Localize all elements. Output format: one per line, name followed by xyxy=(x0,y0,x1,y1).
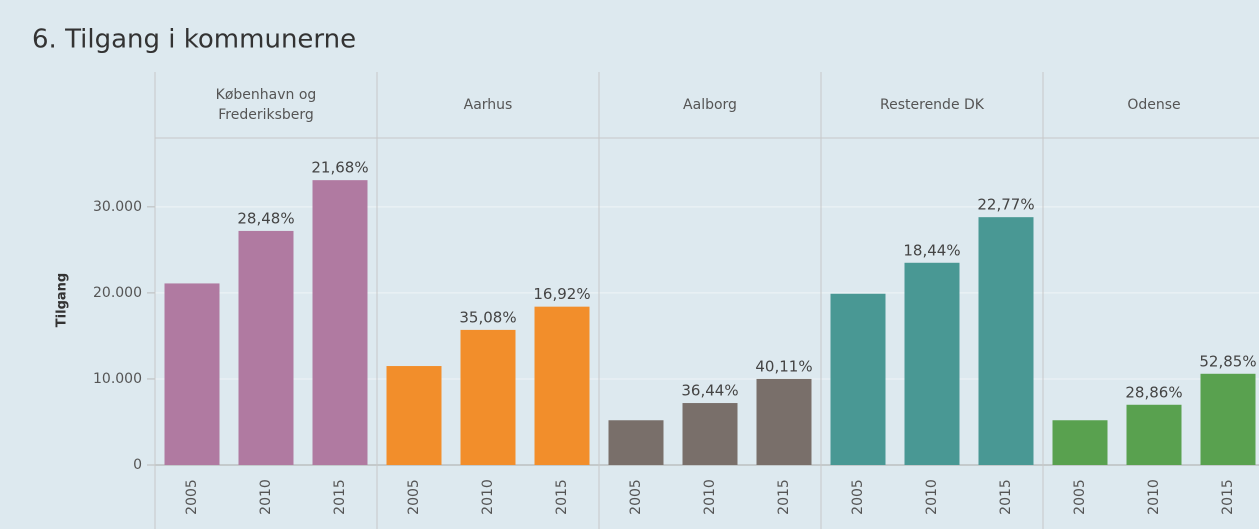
x-tick-label: 2010 xyxy=(924,479,940,515)
data-label: 28,48% xyxy=(237,209,294,227)
bar xyxy=(1052,420,1108,465)
data-label: 21,68% xyxy=(311,159,368,177)
data-label: 52,85% xyxy=(1199,352,1256,370)
x-tick-label: 2005 xyxy=(628,479,644,515)
panel-header-text: København og Frederiksberg xyxy=(215,87,317,123)
bar xyxy=(756,378,812,465)
panel-header: Odense xyxy=(1127,97,1181,113)
bar xyxy=(978,217,1034,465)
panel-header-text: Aalborg xyxy=(683,97,737,113)
x-tick-label: 2010 xyxy=(1146,479,1162,515)
x-tick-label: 2015 xyxy=(998,479,1014,515)
bar xyxy=(534,306,590,465)
panel-header: Aarhus xyxy=(463,97,513,113)
data-label: 40,11% xyxy=(755,357,812,375)
panel-header: Aalborg xyxy=(683,97,737,113)
y-tick-label: 0 xyxy=(133,457,142,473)
x-tick-label: 2010 xyxy=(702,479,718,515)
panel-header-text: Resterende DK xyxy=(880,97,984,113)
y-tick-label: 30.000 xyxy=(93,199,142,215)
data-label: 18,44% xyxy=(903,241,960,259)
data-label: 16,92% xyxy=(533,285,590,303)
bar xyxy=(164,283,220,465)
bar xyxy=(608,420,664,465)
x-tick-label: 2010 xyxy=(480,479,496,515)
x-tick-label: 2015 xyxy=(332,479,348,515)
x-tick-label: 2005 xyxy=(184,479,200,515)
y-tick-label: 10.000 xyxy=(93,371,142,387)
data-label: 35,08% xyxy=(459,308,516,326)
x-tick-label: 2005 xyxy=(406,479,422,515)
x-tick-label: 2005 xyxy=(850,479,866,515)
x-tick-label: 2015 xyxy=(776,479,792,515)
bar xyxy=(1200,373,1256,465)
panel-header: Resterende DK xyxy=(880,97,984,113)
data-label: 22,77% xyxy=(977,196,1034,214)
bar xyxy=(238,230,294,465)
bar xyxy=(460,329,516,465)
y-axis-label: Tilgang xyxy=(55,273,70,327)
x-tick-label: 2015 xyxy=(554,479,570,515)
panel-header-text: Aarhus xyxy=(463,97,513,113)
bar xyxy=(830,293,886,465)
panel-header: København og Frederiksberg xyxy=(215,87,317,123)
panel-header-text: Odense xyxy=(1127,97,1181,113)
bar xyxy=(312,180,368,466)
y-tick-label: 20.000 xyxy=(93,285,142,301)
data-label: 36,44% xyxy=(681,382,738,400)
x-tick-label: 2010 xyxy=(258,479,274,515)
bar xyxy=(386,366,442,465)
bar xyxy=(904,262,960,465)
x-tick-label: 2005 xyxy=(1072,479,1088,515)
chart-title: 6. Tilgang i kommunerne xyxy=(32,25,356,55)
bar xyxy=(1126,404,1182,465)
bar xyxy=(682,403,738,465)
data-label: 28,86% xyxy=(1125,383,1182,401)
x-tick-label: 2015 xyxy=(1220,479,1236,515)
